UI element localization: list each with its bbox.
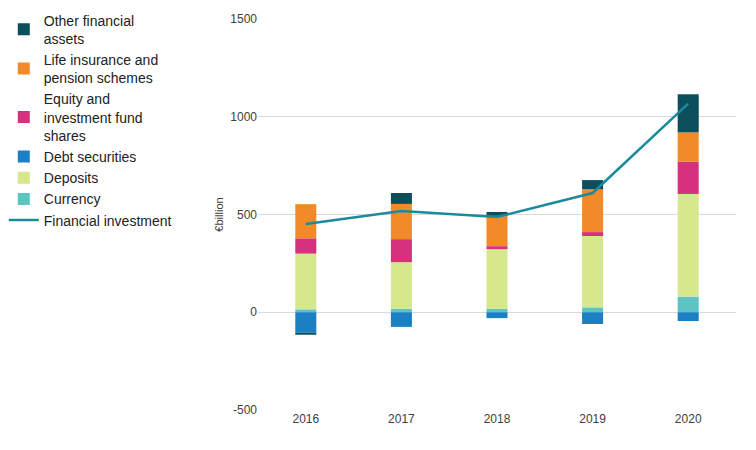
svg-text:500: 500 <box>237 208 257 222</box>
svg-text:1500: 1500 <box>230 12 257 26</box>
svg-text:Other financialassets: Other financialassets <box>44 13 134 47</box>
svg-text:2017: 2017 <box>388 412 415 426</box>
svg-text:2019: 2019 <box>579 412 606 426</box>
svg-text:2020: 2020 <box>675 412 702 426</box>
svg-text:€billion: €billion <box>213 197 225 231</box>
svg-text:Deposits: Deposits <box>44 170 98 186</box>
svg-text:Equity andinvestment fundshare: Equity andinvestment fundshares <box>44 91 143 143</box>
svg-text:Financial investment: Financial investment <box>44 213 172 229</box>
svg-text:Debt securities: Debt securities <box>44 149 137 165</box>
svg-text:-500: -500 <box>233 403 257 417</box>
svg-text:2016: 2016 <box>292 412 319 426</box>
svg-text:2018: 2018 <box>484 412 511 426</box>
svg-text:Currency: Currency <box>44 191 101 207</box>
svg-text:Life insurance andpension sche: Life insurance andpension schemes <box>44 52 158 86</box>
svg-text:1000: 1000 <box>230 110 257 124</box>
svg-text:0: 0 <box>250 305 257 319</box>
